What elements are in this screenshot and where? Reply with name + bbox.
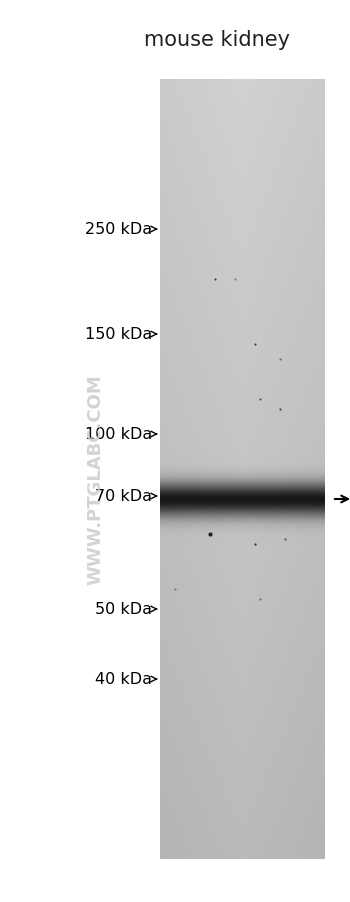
Text: 70 kDa: 70 kDa [95,489,152,504]
Text: mouse kidney: mouse kidney [144,30,290,50]
Text: 100 kDa: 100 kDa [85,427,152,442]
Text: 250 kDa: 250 kDa [85,222,152,237]
Text: WWW.PTGLABC.COM: WWW.PTGLABC.COM [86,374,104,584]
Text: 40 kDa: 40 kDa [95,672,152,686]
Text: 50 kDa: 50 kDa [95,602,152,617]
Text: 150 kDa: 150 kDa [85,327,152,342]
